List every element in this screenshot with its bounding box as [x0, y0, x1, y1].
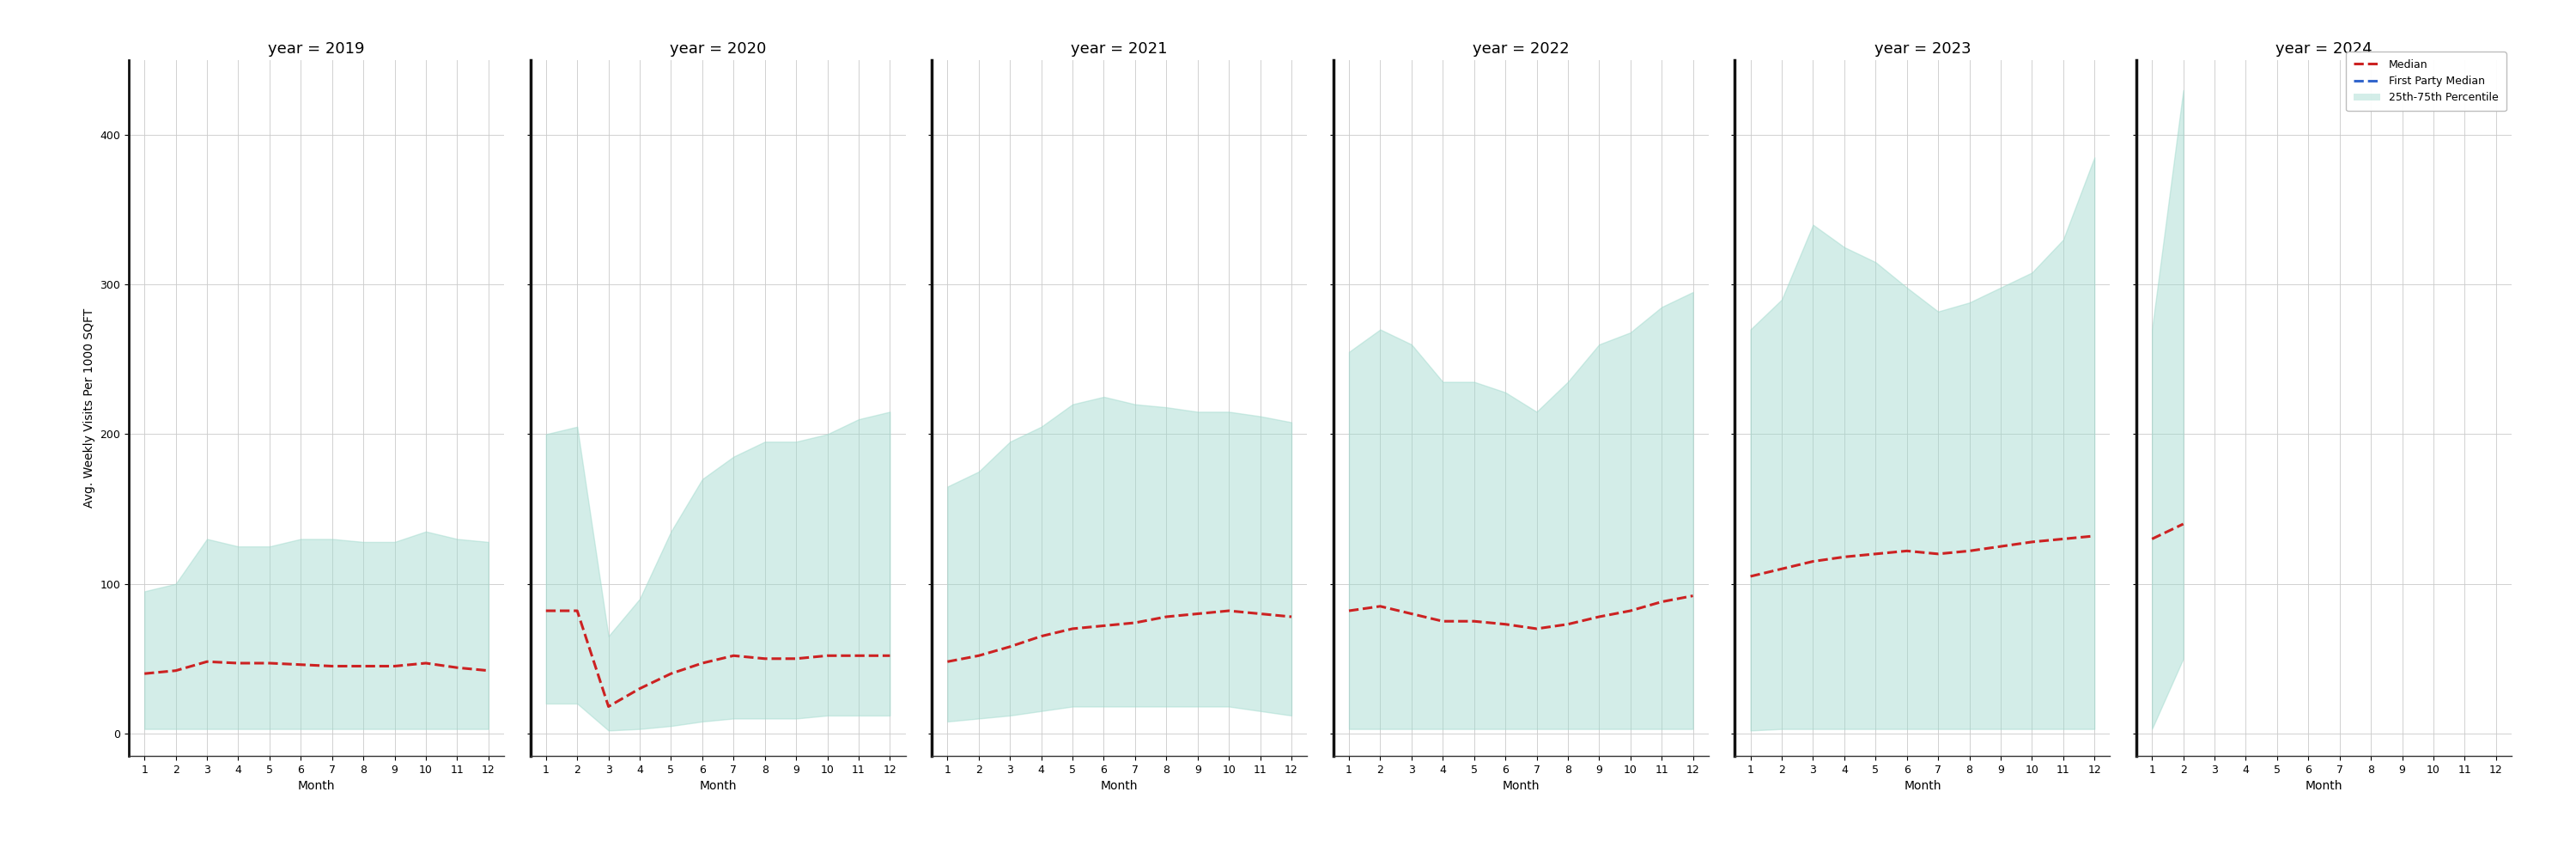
Line: Median: Median [1350, 596, 1692, 629]
Title: year = 2023: year = 2023 [1875, 41, 1971, 57]
X-axis label: Month: Month [1904, 780, 1942, 792]
Median [1056, 624, 1087, 634]
Median [994, 642, 1025, 652]
Line: Median: Median [144, 661, 489, 673]
Median [842, 650, 873, 661]
Line: Median: Median [1752, 536, 2094, 576]
Median [317, 661, 348, 671]
Median [811, 650, 842, 661]
Line: Median: Median [948, 611, 1291, 661]
X-axis label: Month: Month [299, 780, 335, 792]
Median [688, 658, 719, 668]
Median [1275, 612, 1306, 622]
Median [1677, 591, 1708, 601]
Median [2169, 519, 2200, 529]
Median [750, 654, 781, 664]
Legend: Median, First Party Median, 25th-75th Percentile: Median, First Party Median, 25th-75th Pe… [2347, 52, 2506, 111]
Median [1860, 549, 1891, 559]
Median [2136, 533, 2166, 544]
Y-axis label: Avg. Weekly Visits Per 1000 SQFT: Avg. Weekly Visits Per 1000 SQFT [82, 308, 95, 508]
Median [1553, 619, 1584, 630]
Median [719, 650, 750, 661]
Median [1182, 609, 1213, 619]
Median [562, 606, 592, 616]
Title: year = 2021: year = 2021 [1072, 41, 1167, 57]
X-axis label: Month: Month [2306, 780, 2342, 792]
Median [1151, 612, 1182, 622]
Median [781, 654, 811, 664]
Median [286, 660, 317, 670]
X-axis label: Month: Month [698, 780, 737, 792]
Median [1615, 606, 1646, 616]
Median [1365, 601, 1396, 612]
Median [1986, 541, 2017, 551]
Median [1798, 557, 1829, 567]
Median [379, 661, 410, 671]
Median [1646, 597, 1677, 607]
Median [1427, 616, 1458, 626]
Median [654, 668, 685, 679]
Median [191, 656, 222, 667]
Median [1522, 624, 1553, 634]
Median [1922, 549, 1953, 559]
Median [1458, 616, 1489, 626]
Title: year = 2022: year = 2022 [1473, 41, 1569, 57]
Median [1829, 551, 1860, 562]
Median [2017, 537, 2048, 547]
Median [474, 666, 505, 676]
Median [1213, 606, 1244, 616]
Median [531, 606, 562, 616]
X-axis label: Month: Month [1100, 780, 1139, 792]
Line: Median: Median [2151, 524, 2184, 539]
Median [1025, 631, 1056, 642]
Median [2079, 531, 2110, 541]
Median [1244, 609, 1275, 619]
Median [255, 658, 286, 668]
Median [1736, 571, 1767, 582]
Median [1121, 618, 1151, 628]
Median [2048, 533, 2079, 544]
Median [1955, 545, 1986, 556]
Median [933, 656, 963, 667]
Median [873, 650, 904, 661]
Median [129, 668, 160, 679]
Median [963, 650, 994, 661]
Median [222, 658, 252, 668]
Title: year = 2020: year = 2020 [670, 41, 765, 57]
Median [1396, 609, 1427, 619]
Median [1584, 612, 1615, 622]
Median [1489, 619, 1520, 630]
Median [1334, 606, 1365, 616]
Median [1087, 620, 1118, 631]
Median [410, 658, 440, 668]
Median [1891, 545, 1922, 556]
X-axis label: Month: Month [1502, 780, 1540, 792]
Median [348, 661, 379, 671]
Median [160, 666, 191, 676]
Median [1767, 564, 1798, 574]
Title: year = 2019: year = 2019 [268, 41, 366, 57]
Median [623, 684, 654, 694]
Line: Median: Median [546, 611, 889, 707]
Median [440, 662, 471, 673]
Title: year = 2024: year = 2024 [2275, 41, 2372, 57]
Median [592, 702, 623, 712]
